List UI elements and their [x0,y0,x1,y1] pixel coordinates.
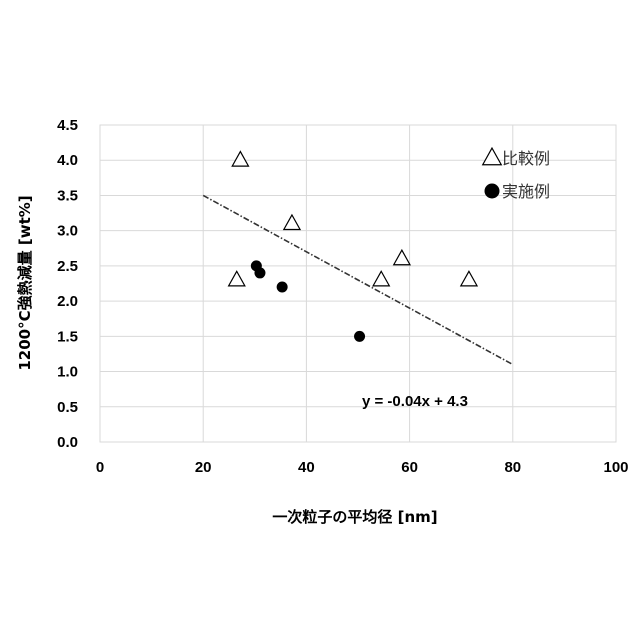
x-tick-label: 20 [195,459,212,476]
legend-label-example: 実施例 [502,182,550,201]
y-tick-label: 3.0 [57,223,78,240]
y-tick-label: 1.0 [57,364,78,381]
y-tick-label: 0.0 [57,434,78,451]
trendline-equation: y = -0.04x + 4.3 [362,393,468,410]
y-tick-label: 4.5 [57,117,78,134]
legend: 比較例 実施例 [483,148,550,201]
data-point-example [354,331,365,342]
legend-label-comparative: 比較例 [502,149,550,168]
y-tick-label: 0.5 [57,399,78,416]
y-tick-label: 1.5 [57,328,78,345]
x-tick-label: 80 [504,459,521,476]
data-point-example [277,282,288,293]
data-point-comparative [394,250,410,265]
y-tick-label: 2.5 [57,258,78,275]
y-tick-label: 4.0 [57,152,78,169]
data-point-comparative [229,271,245,286]
x-tick-label: 40 [298,459,315,476]
y-axis-ticks: 0.0 0.5 1.0 1.5 2.0 2.5 3.0 3.5 4.0 4.5 [57,117,78,451]
legend-marker-comparative [483,148,502,165]
y-axis-title: 1200°C強熱減量 [wt%] [16,195,34,370]
data-point-comparative [373,271,389,286]
data-point-comparative [284,215,300,230]
data-point-comparative [232,152,248,167]
data-point-example [254,267,265,278]
data-point-comparative [461,271,477,286]
x-tick-label: 60 [401,459,418,476]
legend-marker-example [485,184,500,199]
x-axis-title: 一次粒子の平均径 [nm] [272,508,437,526]
x-axis-ticks: 0 20 40 60 80 100 [96,459,629,476]
plot-area [100,125,616,442]
y-tick-label: 2.0 [57,293,78,310]
x-tick-label: 100 [603,459,628,476]
x-tick-label: 0 [96,459,104,476]
grid [100,125,616,442]
data-points [229,152,477,342]
y-tick-label: 3.5 [57,187,78,204]
